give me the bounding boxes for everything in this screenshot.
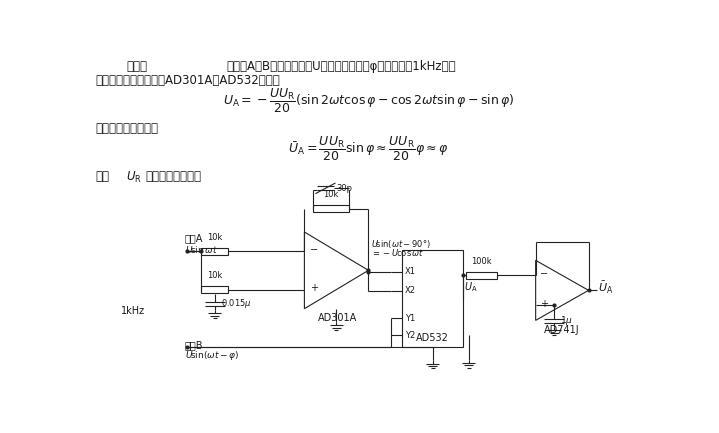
Text: AD741J: AD741J — [544, 325, 580, 335]
Text: +: + — [540, 299, 548, 309]
Text: X1: X1 — [405, 267, 416, 276]
Text: 再经过反相器输出：: 再经过反相器输出： — [96, 122, 158, 135]
Text: $=-U\!\cos\omega t$: $=-U\!\cos\omega t$ — [371, 247, 425, 258]
Text: Y2: Y2 — [405, 331, 415, 340]
Text: $\bar{U}_{\mathrm{A}}=\dfrac{UU_{\mathrm{R}}}{20}\sin\varphi\approx\dfrac{UU_{\m: $\bar{U}_{\mathrm{A}}=\dfrac{UU_{\mathrm… — [288, 135, 449, 163]
Text: $1\mu$: $1\mu$ — [560, 314, 573, 327]
Text: +: + — [310, 283, 318, 293]
Text: X2: X2 — [405, 287, 416, 295]
Text: $0.015\mu$: $0.015\mu$ — [221, 297, 252, 310]
Text: $\bar{U}_{\mathrm{A}}$: $\bar{U}_{\mathrm{A}}$ — [598, 280, 613, 296]
Text: 分别从A、B两端输入幅值U相同而相位差为φ的同频率（1kHz）正: 分别从A、B两端输入幅值U相同而相位差为φ的同频率（1kHz）正 — [226, 60, 456, 73]
Text: −: − — [310, 245, 318, 255]
Text: 输入B: 输入B — [185, 340, 203, 350]
Text: 弦信号，通过运算电路AD301A和AD532输出：: 弦信号，通过运算电路AD301A和AD532输出： — [96, 74, 280, 87]
Text: 10k: 10k — [207, 233, 222, 242]
Text: 10k: 10k — [323, 190, 339, 199]
Text: $U_{\mathrm{A}}=-\dfrac{UU_{\mathrm{R}}}{20}(\sin2\omega t\cos\varphi-\cos2\omeg: $U_{\mathrm{A}}=-\dfrac{UU_{\mathrm{R}}}… — [223, 87, 514, 115]
Bar — [201, 248, 228, 255]
Text: $U\!\sin(\omega t-\varphi)$: $U\!\sin(\omega t-\varphi)$ — [185, 349, 239, 362]
Text: 30p: 30p — [336, 184, 352, 193]
Text: 输入A: 输入A — [185, 233, 203, 243]
Text: 100k: 100k — [471, 257, 492, 266]
Text: 这里: 这里 — [96, 170, 109, 183]
Text: $U_{\mathrm{R}}$: $U_{\mathrm{R}}$ — [126, 170, 142, 185]
Text: $U_{\mathrm{A}}$: $U_{\mathrm{A}}$ — [464, 280, 478, 294]
Text: −: − — [540, 269, 549, 279]
Bar — [402, 250, 463, 347]
Bar — [466, 271, 497, 279]
Text: 10k: 10k — [207, 271, 222, 280]
Bar — [201, 286, 228, 293]
Text: 1kHz: 1kHz — [121, 306, 145, 316]
Text: $U\!\sin\omega t$: $U\!\sin\omega t$ — [185, 244, 217, 255]
Bar — [313, 205, 349, 212]
Text: AD532: AD532 — [416, 333, 449, 343]
Text: AD301A: AD301A — [319, 313, 357, 323]
Text: 该电路: 该电路 — [126, 60, 147, 73]
Text: 为基准电源电压。: 为基准电源电压。 — [145, 170, 201, 183]
Text: Y1: Y1 — [405, 313, 415, 323]
Text: $U\!\sin(\omega t-90°)$: $U\!\sin(\omega t-90°)$ — [371, 238, 431, 250]
